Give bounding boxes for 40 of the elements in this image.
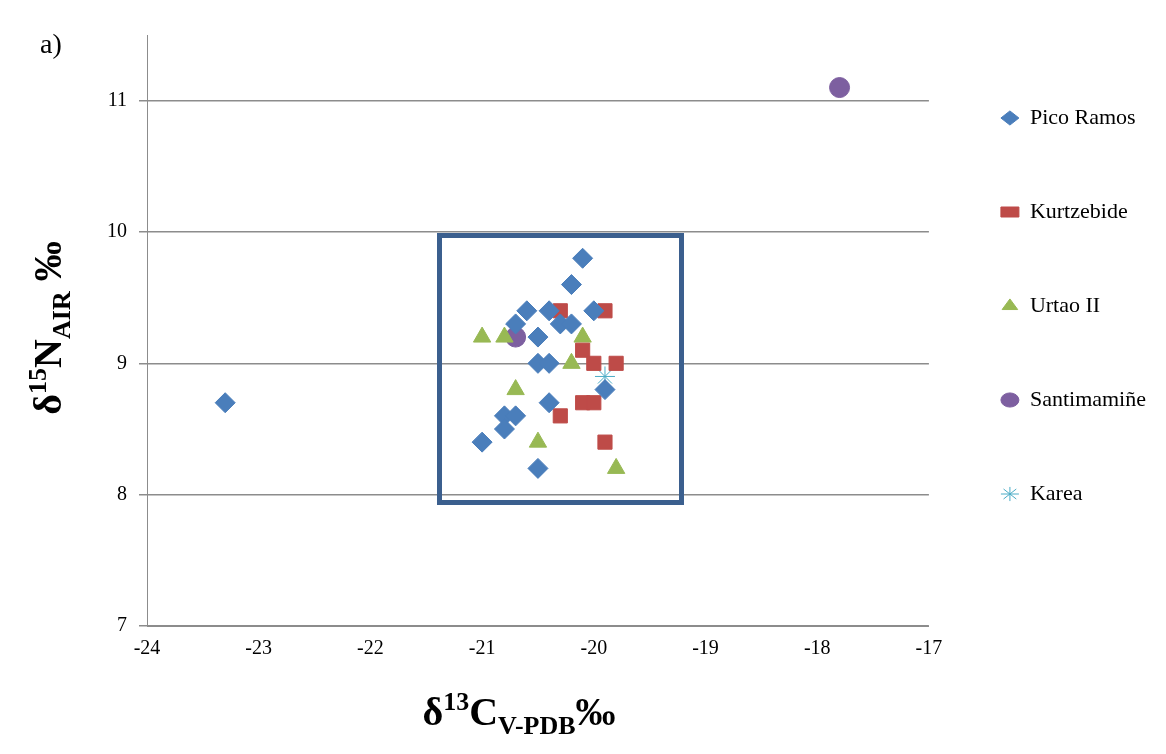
x-tick-label: -17 — [915, 636, 943, 659]
point — [214, 392, 236, 414]
point — [597, 434, 613, 450]
legend-label: Santimamiñe — [1029, 385, 1146, 411]
text: a) — [40, 28, 62, 60]
y-tick-label: 8 — [117, 481, 127, 504]
x-tick-label: -18 — [803, 636, 831, 659]
legend-label: Pico Ramos — [1029, 103, 1136, 129]
x-tick-label: -22 — [357, 636, 384, 659]
point — [829, 77, 851, 99]
point — [583, 300, 605, 322]
point — [538, 392, 560, 414]
point — [586, 395, 602, 411]
y-tick-label: 7 — [117, 613, 127, 636]
legend-label: Karea — [1029, 479, 1083, 505]
point — [505, 313, 527, 335]
point — [538, 300, 560, 322]
legend-label: Urtao II — [1029, 291, 1101, 317]
x-tick-label: -20 — [580, 636, 608, 659]
point — [586, 355, 602, 371]
point — [471, 431, 493, 453]
x-axis-title: δ$^{13}$C$_{V-PDB}$‰ — [422, 687, 616, 741]
point — [552, 408, 568, 424]
point — [572, 247, 594, 269]
point — [608, 355, 624, 371]
y-tick-label: 10 — [107, 219, 127, 242]
x-tick-label: -21 — [468, 636, 496, 659]
point — [516, 300, 538, 322]
x-tick-label: -19 — [692, 636, 719, 659]
point — [594, 379, 616, 401]
point — [560, 274, 582, 296]
x-tick-label: -24 — [133, 636, 161, 659]
y-tick-label: 11 — [107, 87, 127, 110]
point — [575, 342, 591, 358]
x-tick-label: -23 — [245, 636, 273, 659]
point — [594, 365, 616, 387]
point — [527, 457, 549, 479]
point — [527, 326, 549, 348]
legend-label: Kurtzebide — [1029, 197, 1128, 223]
y-tick-label: 9 — [117, 350, 127, 373]
